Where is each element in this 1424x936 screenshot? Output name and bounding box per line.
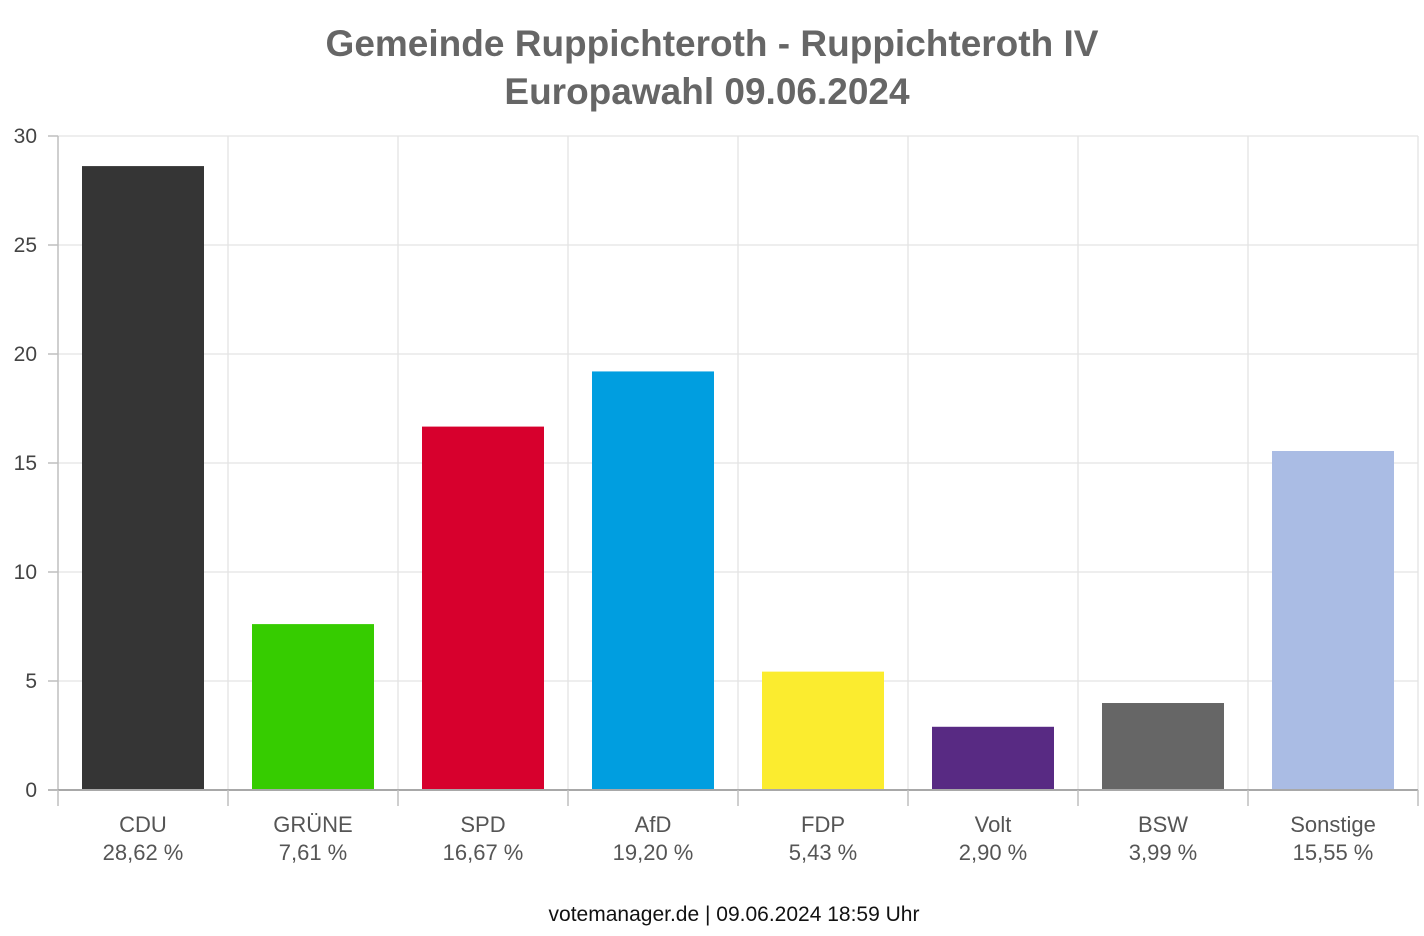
x-value-label: 28,62 % bbox=[103, 840, 184, 865]
axes bbox=[48, 135, 1419, 806]
x-category-label: GRÜNE bbox=[273, 812, 352, 837]
y-tick-label: 30 bbox=[14, 125, 37, 148]
grid bbox=[58, 135, 1419, 790]
bar-afd bbox=[592, 371, 714, 790]
bars bbox=[82, 166, 1394, 791]
chart-subtitle: Europawahl 09.06.2024 bbox=[504, 71, 910, 112]
bar-fdp bbox=[762, 671, 884, 790]
bar-sonstige bbox=[1272, 451, 1394, 790]
x-value-label: 7,61 % bbox=[279, 840, 348, 865]
y-tick-label: 0 bbox=[25, 779, 37, 802]
bar-spd bbox=[422, 426, 544, 790]
x-value-label: 2,90 % bbox=[959, 840, 1028, 865]
x-category-label: BSW bbox=[1138, 812, 1188, 837]
y-tick-label: 15 bbox=[14, 452, 37, 475]
y-tick-label: 5 bbox=[25, 670, 37, 693]
x-value-label: 15,55 % bbox=[1293, 840, 1374, 865]
x-value-label: 3,99 % bbox=[1129, 840, 1198, 865]
y-tick-label: 25 bbox=[14, 234, 37, 257]
x-category-label: SPD bbox=[460, 812, 505, 837]
bar-volt bbox=[932, 726, 1054, 790]
y-tick-label: 20 bbox=[14, 343, 37, 366]
x-category-label: Volt bbox=[975, 812, 1012, 837]
x-category-label: AfD bbox=[635, 812, 672, 837]
x-value-label: 16,67 % bbox=[443, 840, 524, 865]
x-category-label: Sonstige bbox=[1290, 812, 1376, 837]
axis-labels: 0 5 10 15 20 25 30 CDU 28,62 % GRÜNE 7,61 % SPD 16,6… bbox=[14, 125, 1376, 865]
bar-grüne bbox=[252, 624, 374, 790]
bar-bsw bbox=[1102, 703, 1224, 790]
chart-title: Gemeinde Ruppichteroth - Ruppichteroth I… bbox=[326, 23, 1099, 64]
bar-cdu bbox=[82, 166, 204, 791]
x-category-label: FDP bbox=[801, 812, 845, 837]
x-value-label: 19,20 % bbox=[613, 840, 694, 865]
y-tick-label: 10 bbox=[14, 561, 37, 584]
x-value-label: 5,43 % bbox=[789, 840, 858, 865]
footer-source: votemanager.de | 09.06.2024 18:59 Uhr bbox=[549, 903, 920, 926]
x-category-label: CDU bbox=[119, 812, 167, 837]
